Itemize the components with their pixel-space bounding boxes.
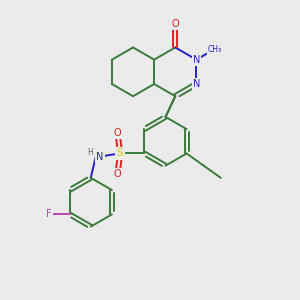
Text: N: N — [193, 79, 200, 89]
Text: S: S — [117, 148, 123, 158]
Text: CH₃: CH₃ — [208, 45, 222, 54]
Text: O: O — [114, 169, 122, 179]
Text: N: N — [96, 152, 104, 162]
Text: H: H — [87, 148, 93, 157]
Text: O: O — [172, 19, 179, 29]
Text: F: F — [46, 209, 52, 219]
Text: N: N — [193, 55, 200, 64]
Text: O: O — [114, 128, 122, 138]
